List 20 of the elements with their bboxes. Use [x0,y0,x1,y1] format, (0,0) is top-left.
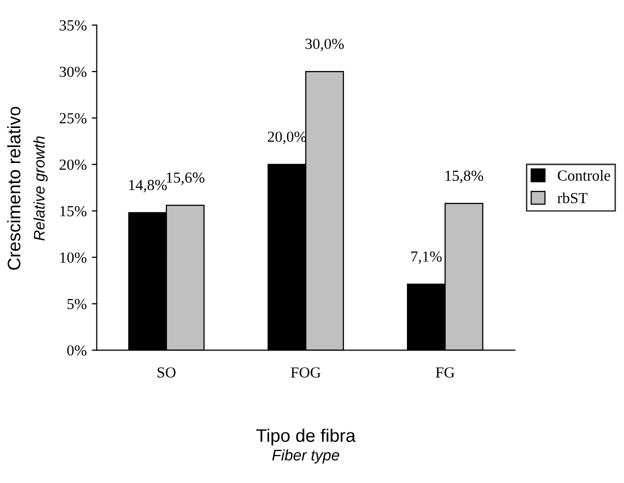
y-tick-label: 30% [60,66,86,78]
y-tick-label: 20% [60,160,86,170]
legend-label: rbST [557,192,588,204]
y-tick-label: 35% [60,20,86,31]
data-label: 15,6% [166,172,204,185]
x-axis-title: Tipo de fibra Fiber type [256,428,356,464]
x-tick-label: FG [436,367,454,378]
data-label: 7,1% [411,251,442,264]
y-tick-label: 25% [60,113,86,124]
legend-label: Controle [558,170,610,181]
x-tick-label: FOG [290,367,321,378]
y-axis-title: Crescimento relativo Relative growth [7,106,48,270]
data-label: 30,0% [306,38,344,52]
y-tick-label: 5% [68,298,86,310]
data-label: 14,8% [129,180,167,192]
x-tick-label: SO [158,367,176,378]
data-label: 15,8% [446,170,484,184]
y-tick-label: 15% [60,206,86,216]
y-tick-label: 0% [67,345,86,356]
y-tick-label: 10% [60,252,86,263]
